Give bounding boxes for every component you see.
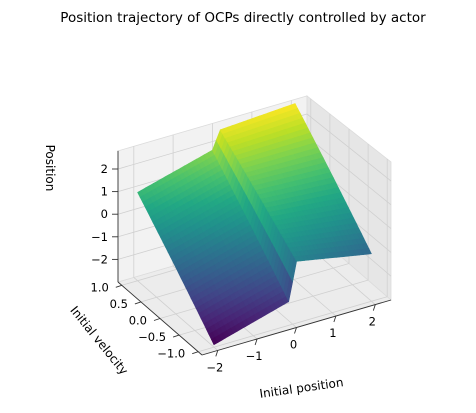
x-tick-label: 1 [329, 326, 336, 340]
tick-labels: −2 −1 0 1 2 −1.0 −0.5 0.00.51.0 −2 −1 0 1 2 [91, 162, 376, 374]
x-tick-mark [294, 327, 297, 334]
y-tick-mark [172, 334, 180, 338]
x-tick-mark [215, 350, 219, 357]
x-tick-mark [333, 315, 337, 323]
z-tick-label: 0 [101, 207, 108, 221]
chart-title: Position trajectory of OCPs directly con… [60, 10, 426, 26]
x-tick-mark [254, 338, 258, 346]
z-axis-label: Position [43, 145, 57, 192]
x-tick-label: 2 [369, 315, 376, 329]
y-tick-mark [153, 318, 161, 321]
y-tick-mark [192, 351, 199, 355]
y-tick-label: 1.0 [91, 280, 109, 294]
y-tick-mark [134, 301, 142, 305]
z-tick-label: −2 [91, 252, 108, 266]
z-tick-label: −1 [91, 230, 108, 244]
y-tick-mark [115, 284, 122, 288]
grid-line-z [306, 136, 392, 206]
y-tick-label: 0.5 [110, 297, 128, 311]
x-tick-label: −1 [246, 349, 263, 363]
grid-line-z [306, 113, 392, 182]
x-tick-mark [372, 304, 376, 311]
z-tick-label: 2 [101, 162, 108, 176]
y-tick-label: −1.0 [157, 347, 185, 361]
x-axis-label: Initial position [259, 375, 345, 401]
y-axis-label: Initial velocity [67, 303, 131, 377]
surface-patch [364, 248, 372, 255]
x-tick-label: −2 [206, 360, 223, 374]
y-tick-label: 0.0 [129, 314, 147, 328]
grid-line-y [198, 296, 388, 353]
z-tick-label: 1 [101, 185, 108, 199]
surface-mesh [137, 103, 372, 346]
x-tick-label: 0 [290, 338, 297, 352]
y-tick-label: −0.5 [138, 330, 166, 344]
